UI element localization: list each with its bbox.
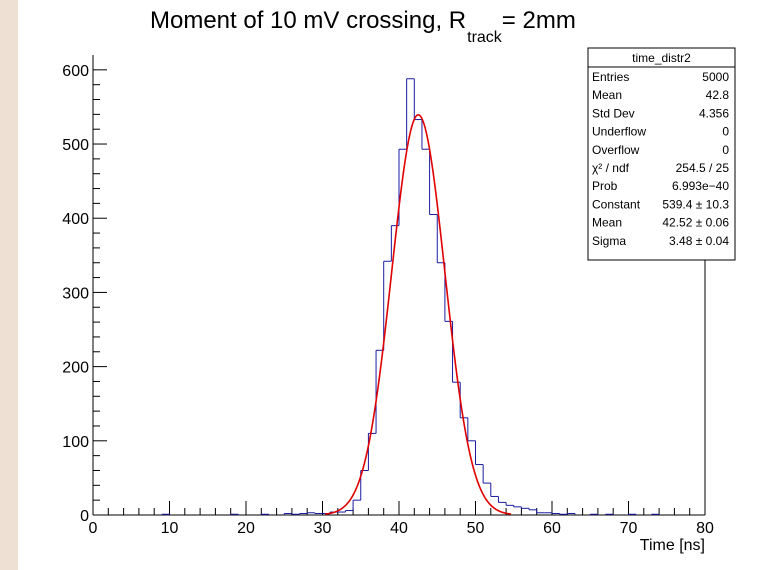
- histogram-series: [161, 78, 660, 515]
- chart-title-subscript: track: [467, 29, 503, 46]
- stats-row-value: 539.4 ± 10.3: [662, 197, 729, 211]
- stats-row-value: 0: [722, 125, 729, 139]
- stats-row-value: 254.5 / 25: [676, 161, 730, 175]
- x-tick-label: 0: [89, 520, 98, 537]
- y-tick-label: 300: [62, 285, 89, 302]
- stats-box-frame: [587, 47, 736, 261]
- histogram-plot: Moment of 10 mV crossing, R track = 2mm …: [62, 7, 736, 554]
- chart-title: Moment of 10 mV crossing, R track = 2mm: [150, 7, 576, 46]
- stats-row-label: Mean: [592, 216, 622, 230]
- stats-row-value: 42.8: [706, 88, 730, 102]
- stats-row-label: Prob: [592, 179, 618, 193]
- stats-row-value: 5000: [702, 70, 729, 84]
- y-tick-label: 500: [62, 137, 89, 154]
- chart-title-main: Moment of 10 mV crossing, R: [150, 7, 466, 34]
- stats-row-label: Std Dev: [592, 106, 635, 120]
- plot-canvas: Moment of 10 mV crossing, R track = 2mm …: [18, 0, 765, 570]
- y-tick-label: 400: [62, 211, 89, 228]
- stats-row-label: Entries: [592, 70, 629, 84]
- stats-row-value: 3.48 ± 0.04: [669, 234, 729, 248]
- x-tick-label: 60: [543, 520, 561, 537]
- gaussian-fit: [325, 113, 512, 515]
- stats-row-label: Underflow: [592, 125, 646, 139]
- x-tick-label: 20: [237, 520, 255, 537]
- stats-box-title: time_distr2: [632, 51, 691, 65]
- stats-row-value: 6.993e−40: [672, 179, 729, 193]
- stats-row-label: Sigma: [592, 234, 626, 248]
- stats-row-value: 4.356: [699, 106, 729, 120]
- stats-box-rows: Entries 5000 Mean 42.8 Std Dev 4.356 Underflow…: [592, 70, 729, 248]
- stats-row-value: 0: [722, 143, 729, 157]
- x-tick-label: 10: [161, 520, 179, 537]
- stats-row-value: 42.52 ± 0.06: [662, 216, 729, 230]
- x-tick-label: 70: [620, 520, 638, 537]
- x-axis-label: Time [ns]: [640, 537, 705, 554]
- stats-row-label: χ² / ndf: [592, 161, 630, 175]
- stats-box: time_distr2 Entries 5000 Mean 42.8 Std Dev 4.…: [587, 47, 736, 261]
- y-tick-label: 100: [62, 434, 89, 451]
- x-tick-label: 30: [314, 520, 332, 537]
- gaussian-fit-curve: [325, 113, 512, 515]
- x-tick-label: 40: [390, 520, 408, 537]
- y-tick-label: 600: [62, 63, 89, 80]
- x-tick-label: 80: [696, 520, 714, 537]
- axes: 0 10 20 30 40 50 60 70 80 0 100 200 300 400 500 600: [62, 55, 714, 537]
- stats-row-label: Constant: [592, 197, 641, 211]
- stats-row-label: Overflow: [592, 143, 640, 157]
- y-tick-label: 200: [62, 360, 89, 377]
- chart-title-tail: = 2mm: [502, 7, 576, 34]
- x-tick-label: 50: [467, 520, 485, 537]
- y-tick-label: 0: [80, 508, 89, 525]
- stats-row-label: Mean: [592, 88, 622, 102]
